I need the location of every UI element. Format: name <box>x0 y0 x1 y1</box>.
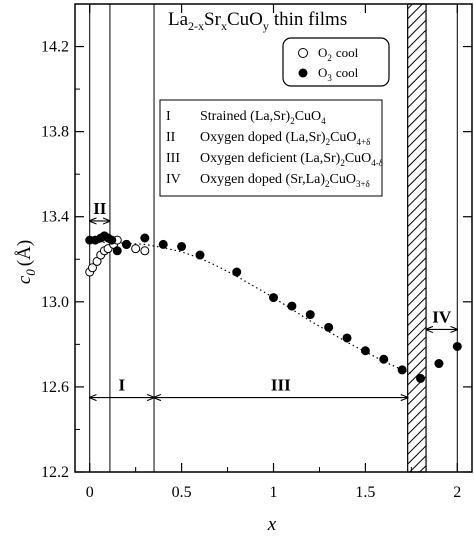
region-sub2-1: 4 <box>321 116 326 126</box>
y-title-sub: 0 <box>23 269 38 276</box>
hatched-region <box>407 3 427 473</box>
title-sub2: x <box>221 19 227 33</box>
point-o3-18 <box>342 333 352 343</box>
region-text2-1: CuO <box>295 109 321 124</box>
region-label-4: IV <box>432 307 452 326</box>
region-label-3: III <box>271 376 291 395</box>
region-text2-3: CuO <box>345 151 371 166</box>
region-sub1-4: 2 <box>325 179 330 189</box>
point-o3-21 <box>397 365 407 375</box>
point-o3-9 <box>140 233 150 243</box>
x-tick-label-5: 2 <box>453 484 461 501</box>
point-o3-15 <box>287 301 297 311</box>
region-legend-box <box>159 99 383 197</box>
point-o2-11 <box>140 246 150 256</box>
region-legend: I Strained (La,Sr)2CuO4 II Oxygen doped (L… <box>159 99 383 197</box>
x-tick-label-1: 0 <box>86 484 94 501</box>
legend-o2-sub: 2 <box>327 53 332 63</box>
region-sub1-2: 2 <box>326 137 331 147</box>
y-title-c: c <box>14 275 35 284</box>
y-tick-label-5: 13.8 <box>41 124 69 141</box>
region-legend-item-4: IV Oxygen doped (Sr,La)2CuO3+δ <box>166 172 370 189</box>
x-tick-label-2: 0.5 <box>172 484 192 501</box>
region-numeral-3: III <box>166 151 180 166</box>
x-tick-label-4: 1.5 <box>355 484 375 501</box>
y-tick-label-2: 12.6 <box>41 379 69 396</box>
region-sub1-1: 2 <box>290 116 295 126</box>
region-text-4: Oxygen doped (Sr,La) <box>200 172 325 187</box>
x-tick-label-3: 1 <box>270 484 278 501</box>
region-legend-item-1: I Strained (La,Sr)2CuO4 <box>166 109 326 126</box>
legend-box <box>282 37 390 87</box>
point-o3-6 <box>107 235 117 245</box>
title-el3: CuO <box>227 9 263 30</box>
point-o3-24 <box>452 341 462 351</box>
region-text-1: Strained (La,Sr) <box>200 109 291 124</box>
y-tick-label-1: 12.2 <box>41 464 69 481</box>
title-el1: La <box>168 9 189 30</box>
region-text2-4: CuO <box>330 172 356 187</box>
legend-o2-el: O <box>318 45 327 60</box>
point-o3-20 <box>379 354 389 364</box>
title-rest: thin films <box>274 9 347 30</box>
point-o3-8 <box>121 239 131 249</box>
point-o2-10 <box>131 244 141 254</box>
region-numeral-4: IV <box>166 172 181 187</box>
region-sub2-3: 4-δ <box>371 158 383 168</box>
region-text2-2: CuO <box>330 130 356 145</box>
region-label-1: II <box>93 199 107 218</box>
legend-marker-o2 <box>298 48 308 58</box>
region-sub2-4: 3+δ <box>356 179 370 189</box>
region-legend-item-2: II Oxygen doped (La,Sr)2CuO4+δ <box>166 130 370 147</box>
region-label-2: I <box>119 376 126 395</box>
region-text-2: Oxygen doped (La,Sr) <box>200 130 326 145</box>
point-o3-10 <box>158 239 168 249</box>
tick-layer: 0 0.5 1 1.5 2 12.2 12.6 13.0 13.4 13.8 14.2 <box>41 4 472 501</box>
legend-marker-o3 <box>298 68 308 78</box>
title-sub3: y <box>263 19 269 33</box>
region-sub1-3: 2 <box>340 158 345 168</box>
point-o3-17 <box>324 322 334 332</box>
point-o3-19 <box>360 346 370 356</box>
chart-title: La2-xSrxCuOy thin films <box>168 9 347 33</box>
point-o3-13 <box>232 267 242 277</box>
title-el2: Sr <box>204 9 222 30</box>
legend-o2-rest: cool <box>336 45 359 60</box>
point-o3-14 <box>269 293 278 303</box>
region-numeral-2: II <box>166 130 176 145</box>
point-o3-7 <box>112 246 122 256</box>
point-o3-11 <box>177 242 187 252</box>
legend-label-o3: O3 cool <box>318 65 359 83</box>
points-layer <box>85 231 462 383</box>
point-o3-22 <box>416 373 426 383</box>
legend-o3-sub: 3 <box>327 73 332 83</box>
y-tick-label-3: 13.0 <box>41 294 69 311</box>
legend-o3-el: O <box>318 65 327 80</box>
legend-o3-rest: cool <box>336 65 359 80</box>
title-sub1: 2-x <box>188 19 204 33</box>
region-legend-item-3: III Oxygen deficient (La,Sr)2CuO4-δ <box>166 151 383 168</box>
point-o3-16 <box>305 310 315 320</box>
y-tick-label-6: 14.2 <box>41 39 69 56</box>
region-sub2-2: 4+δ <box>357 137 371 147</box>
point-o2-2 <box>87 263 97 273</box>
legend: O2 cool O3 cool <box>282 37 390 87</box>
point-o3-12 <box>195 250 205 260</box>
x-axis-title: x <box>267 514 277 535</box>
y-axis-title: c0 (Å) <box>14 240 38 284</box>
region-numeral-1: I <box>166 109 171 124</box>
point-o3-23 <box>434 359 444 369</box>
y-tick-label-4: 13.4 <box>41 209 69 226</box>
region-text-3: Oxygen deficient (La,Sr) <box>200 151 341 166</box>
y-title-unit: (Å) <box>14 240 35 266</box>
legend-label-o2: O2 cool <box>318 45 359 63</box>
